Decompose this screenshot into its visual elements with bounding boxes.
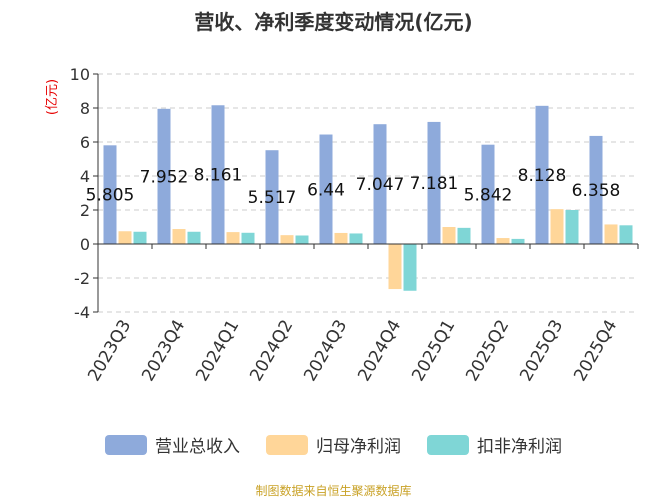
data-label-revenue: 7.047 [356,175,405,195]
bar-deducted-profit [511,238,525,244]
x-tick-label: 2025Q4 [570,317,621,385]
bar-revenue [103,145,117,244]
x-tick-label: 2025Q2 [462,317,513,385]
x-tick-label: 2025Q3 [516,317,567,385]
bar-deducted-profit [349,233,363,244]
bar-net-profit [442,227,456,244]
data-label-revenue: 6.44 [307,180,345,200]
bar-net-profit [226,232,240,244]
data-label-revenue: 7.181 [410,174,459,194]
legend-swatch-revenue [105,434,147,455]
y-tick-label: 2 [80,201,90,220]
bar-net-profit [496,238,510,244]
bar-revenue [481,144,495,244]
bar-deducted-profit [457,227,471,244]
bar-net-profit [334,232,348,244]
y-axis-label: (亿元) [45,79,60,115]
x-tick-label: 2023Q4 [138,317,189,385]
x-tick-label: 2024Q2 [246,317,297,385]
bar-revenue [427,121,441,244]
bar-net-profit [604,224,618,244]
bar-net-profit [118,231,132,244]
x-tick-label: 2024Q3 [300,317,351,385]
legend-item-net-profit[interactable]: 归母净利润 [266,432,401,457]
bar-net-profit [388,244,402,290]
legend-swatch-deducted-profit [427,434,469,455]
legend-item-revenue[interactable]: 营业总收入 [105,432,240,457]
bar-deducted-profit [565,210,579,244]
bar-net-profit [172,229,186,244]
y-tick-label: -4 [74,303,90,322]
bar-revenue [265,150,279,244]
bar-net-profit [280,235,294,244]
y-tick-label: 0 [80,235,90,254]
legend-swatch-net-profit [266,434,308,455]
chart-legend: 营业总收入 归母净利润 扣非净利润 [0,432,667,457]
data-label-revenue: 6.358 [572,181,621,201]
y-tick-label: 10 [70,65,90,84]
bar-deducted-profit [619,225,633,244]
bar-revenue [157,108,171,244]
bar-deducted-profit [295,235,309,244]
legend-label-deducted-profit: 扣非净利润 [477,437,562,457]
legend-label-net-profit: 归母净利润 [316,437,401,457]
bar-deducted-profit [133,231,147,244]
bar-revenue [589,135,603,244]
legend-label-revenue: 营业总收入 [155,437,240,457]
data-label-revenue: 5.842 [464,185,513,205]
data-source-note: 制图数据来自恒生聚源数据库 [255,484,412,498]
bar-net-profit [550,209,564,244]
bar-revenue [211,105,225,244]
legend-item-deducted-profit[interactable]: 扣非净利润 [427,432,562,457]
data-label-revenue: 7.952 [140,167,189,187]
y-tick-label: -2 [74,269,90,288]
bar-deducted-profit [241,232,255,244]
chart-title: 营收、净利季度变动情况(亿元) [194,10,473,34]
bar-revenue [373,124,387,244]
x-tick-label: 2024Q1 [192,317,243,385]
y-tick-label: 4 [80,167,90,186]
data-label-revenue: 8.128 [518,166,567,186]
y-tick-label: 6 [80,133,90,152]
bar-revenue [319,134,333,244]
y-tick-label: 8 [80,99,90,118]
data-label-revenue: 5.805 [86,186,135,206]
x-tick-label: 2023Q3 [84,317,135,385]
x-tick-label: 2025Q1 [408,317,459,385]
x-tick-label: 2024Q4 [354,317,405,385]
bar-revenue [535,105,549,244]
data-label-revenue: 8.161 [194,166,243,186]
bar-deducted-profit [187,231,201,244]
data-label-revenue: 5.517 [248,188,297,208]
bar-deducted-profit [403,244,417,291]
